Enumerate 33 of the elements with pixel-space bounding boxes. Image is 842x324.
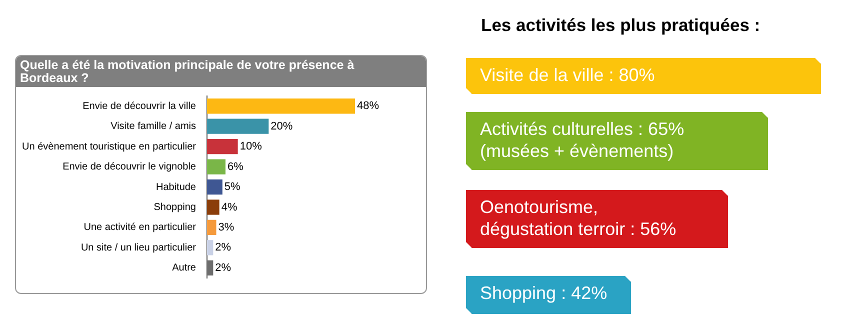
text: Activités culturelles : 65% (musées + évènements) xyxy=(466,112,768,170)
y-tick-label: Un site / un lieu particulier xyxy=(80,242,197,254)
data-label: 4% xyxy=(221,201,238,214)
y-tick-label: Une activité en particulier xyxy=(84,222,197,234)
data-label: 48% xyxy=(357,100,380,112)
bar xyxy=(207,98,355,114)
data-label: 10% xyxy=(240,140,262,153)
data-label: 5% xyxy=(224,181,241,194)
text: Visite de la ville : 80% xyxy=(466,58,821,94)
y-tick-label: Shopping xyxy=(154,202,196,213)
y-tick-label: Un évènement touristique en particulier xyxy=(22,141,197,152)
y-tick-label: Autre xyxy=(172,262,196,274)
data-label: 3% xyxy=(218,221,234,234)
data-label: 2% xyxy=(215,262,232,274)
bar xyxy=(207,260,214,276)
data-label: 20% xyxy=(270,120,293,132)
bar xyxy=(207,220,216,236)
data-label: 6% xyxy=(228,160,244,173)
text: Les activités les plus pratiquées : xyxy=(481,15,760,36)
y-tick-label: Envie de découvrir le vignoble xyxy=(62,162,196,173)
bar xyxy=(207,138,238,154)
y-tick-label: Envie de découvrir la ville xyxy=(82,100,196,112)
y-tick-label: Visite famille / amis xyxy=(110,121,196,132)
bar xyxy=(207,200,220,215)
data-label: 2% xyxy=(215,242,232,254)
bar xyxy=(207,118,269,134)
y-tick-label: Habitude xyxy=(156,182,196,193)
chart-title: Quelle a été la motivation principale de votre présence à Bordeaux ? xyxy=(16,56,426,87)
bar xyxy=(207,240,214,256)
text: Shopping : 42% xyxy=(466,276,631,314)
bar xyxy=(207,159,226,174)
text: Oenotourisme, dégustation terroir : 56% xyxy=(466,190,728,248)
bar xyxy=(207,179,222,195)
